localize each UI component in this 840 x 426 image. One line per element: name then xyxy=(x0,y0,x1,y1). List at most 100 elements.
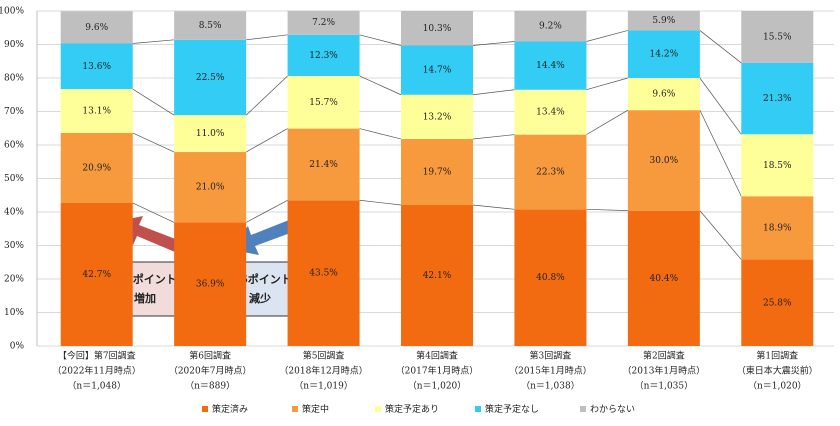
x-tick-label: （2017年1月時点） xyxy=(396,365,479,377)
connector-line xyxy=(699,210,742,260)
bar-segment xyxy=(627,30,700,78)
bar-segment xyxy=(627,10,700,31)
value-label: 13.2% xyxy=(423,112,452,122)
connector-line xyxy=(472,89,515,96)
x-tick-label: 第6回調査 xyxy=(189,350,231,362)
x-tick-label: （東日本大震災前） xyxy=(737,365,818,377)
x-tick-label: 第5回調査 xyxy=(303,350,345,362)
value-label: 5.9% xyxy=(652,16,675,26)
y-tick-label: 20% xyxy=(4,275,24,285)
bar-segment xyxy=(627,210,700,346)
connector-line xyxy=(245,75,288,116)
value-label: 9.6% xyxy=(652,90,675,100)
bar-segment xyxy=(174,11,247,40)
x-tick-label: （n＝1,038） xyxy=(521,381,580,392)
connector-line xyxy=(132,88,175,116)
bar-segment xyxy=(627,78,700,111)
y-tick-label: 80% xyxy=(4,74,24,84)
x-tick-label: 第1回調査 xyxy=(756,350,798,362)
x-tick-label: （2013年1月時点） xyxy=(623,365,706,377)
x-tick-label: （2018年12月時点） xyxy=(279,365,367,377)
value-label: 22.3% xyxy=(536,167,565,177)
bar-segment xyxy=(741,134,814,197)
value-label: 7.2% xyxy=(312,18,335,28)
bar-segment xyxy=(401,204,473,346)
connector-line xyxy=(472,204,515,210)
connector-line xyxy=(699,110,742,197)
bar-segment xyxy=(741,11,814,63)
x-tick-label: （n＝889） xyxy=(185,381,235,392)
legend-label: 策定予定あり xyxy=(385,403,439,415)
bar-segment xyxy=(514,10,587,42)
x-tick-label: （n＝1,020） xyxy=(408,381,467,392)
legend-swatch xyxy=(475,406,481,412)
value-label: 40.4% xyxy=(650,274,679,284)
bar-segment xyxy=(287,10,360,35)
value-label: 19.7% xyxy=(423,167,452,177)
value-label: 30.0% xyxy=(650,156,679,166)
value-label: 12.3% xyxy=(309,51,338,61)
bar-segment xyxy=(60,89,133,133)
value-label: 14.4% xyxy=(536,61,565,71)
y-tick-label: 10% xyxy=(4,308,24,318)
connector-line xyxy=(586,77,628,91)
legend-swatch xyxy=(202,406,208,412)
x-tick-label: 第2回調査 xyxy=(643,350,685,362)
bar-segment xyxy=(401,11,473,46)
bar-segment xyxy=(60,11,133,44)
legend-label: 策定中 xyxy=(302,403,329,415)
bar-segment xyxy=(174,115,247,153)
value-label: 21.0% xyxy=(196,183,225,193)
bar-segment xyxy=(60,43,133,90)
connector-line xyxy=(132,202,175,223)
bar-segment xyxy=(287,75,360,129)
bar-segment xyxy=(401,138,473,205)
value-label: 8.5% xyxy=(199,21,222,31)
value-label: 21.3% xyxy=(763,94,792,104)
value-label: 18.9% xyxy=(763,223,792,233)
bar-segment xyxy=(514,134,587,210)
bar-segment xyxy=(627,110,700,211)
connector-line xyxy=(359,34,402,46)
legend-label: 策定予定なし xyxy=(485,403,539,415)
x-tick-label: （n＝1,035） xyxy=(635,381,694,392)
x-tick-label: （2015年1月時点） xyxy=(509,365,592,377)
bar-segment xyxy=(401,94,473,139)
bar-segment xyxy=(401,45,473,95)
value-label: 15.7% xyxy=(309,98,338,108)
connector-line xyxy=(472,41,515,46)
value-label: 13.6% xyxy=(82,62,111,72)
legend-swatch xyxy=(292,406,298,412)
x-tick-label: 第3回調査 xyxy=(530,350,572,362)
bar-segment xyxy=(287,128,360,201)
value-label: 42.7% xyxy=(82,270,111,280)
connector-line xyxy=(586,30,628,42)
value-label: 13.4% xyxy=(536,108,565,118)
x-tick-label: （n＝1,020） xyxy=(748,381,807,392)
y-tick-label: 40% xyxy=(4,208,24,218)
value-label: 21.4% xyxy=(309,160,338,170)
bar-segment xyxy=(174,222,247,346)
value-label: 22.5% xyxy=(196,73,225,83)
connector-line xyxy=(586,109,629,135)
bar-segment xyxy=(60,132,133,203)
value-label: 42.1% xyxy=(423,271,452,281)
bar-segment xyxy=(287,34,360,76)
y-tick-label: 60% xyxy=(4,141,24,151)
value-label: 10.3% xyxy=(423,24,452,34)
bar-segment xyxy=(287,200,360,346)
x-tick-label: （n＝1,019） xyxy=(294,381,353,392)
bar-segment xyxy=(514,89,587,135)
connector-line xyxy=(132,132,175,153)
connector-line xyxy=(699,30,742,64)
x-tick-label: （2022年11月時点） xyxy=(53,365,141,377)
legend-label: わからない xyxy=(590,404,635,415)
value-label: 9.2% xyxy=(539,22,562,32)
connector-line xyxy=(586,208,628,212)
bar-segment xyxy=(514,209,587,346)
value-label: 13.1% xyxy=(82,106,111,116)
connector-line xyxy=(132,39,175,44)
value-label: 14.2% xyxy=(650,50,679,60)
y-tick-label: 0% xyxy=(10,342,25,352)
